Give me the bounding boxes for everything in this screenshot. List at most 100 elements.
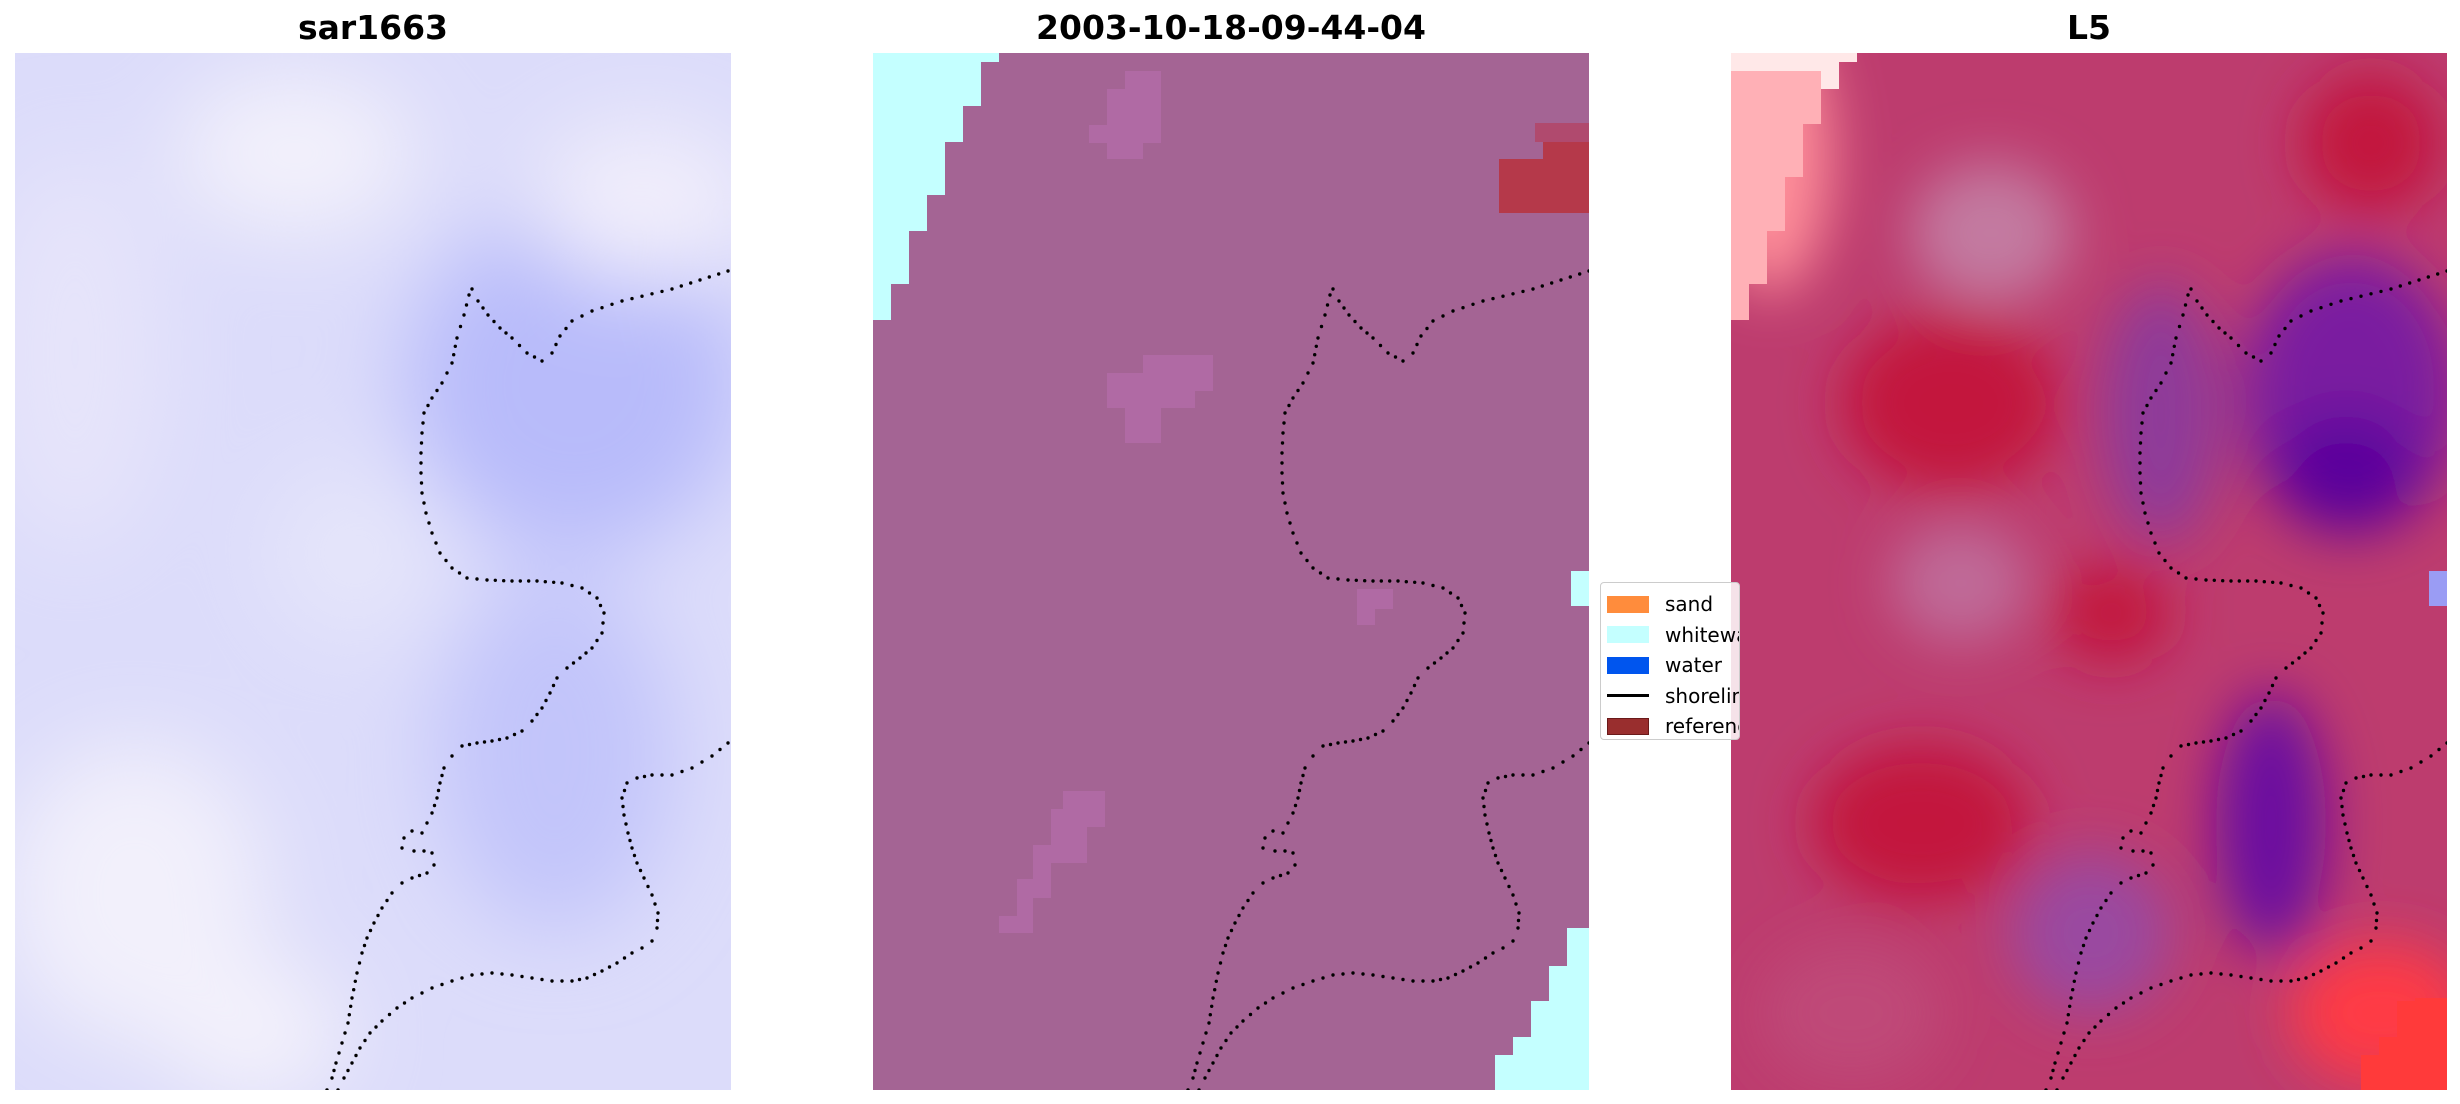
shoreline-dot [2314,638,2318,643]
shoreline-dot [1256,1006,1260,1010]
shoreline-dot [342,1076,346,1080]
shoreline-dot [2221,579,2225,583]
shoreline-dot [650,939,654,943]
shoreline-dot [600,631,604,635]
shoreline-dot [1280,471,1284,475]
shoreline-dot [435,388,439,393]
shoreline-dot [2357,868,2362,873]
shoreline-dot [1328,293,1332,297]
shoreline-dot [607,965,612,969]
shoreline-dot [1559,278,1563,282]
shoreline-dot [1541,769,1545,774]
shoreline-dot [1296,388,1300,393]
shoreline-dot [1261,881,1265,885]
shoreline-dot [1318,571,1323,575]
legend-item-reference: reference [1607,711,1739,739]
shoreline-dot [1208,1013,1212,1017]
shoreline-dot [646,884,650,889]
shoreline-dot [2303,651,2307,655]
shoreline-dot [1295,541,1299,545]
shoreline-dot [2149,986,2153,990]
shoreline-dot [1491,296,1495,301]
shoreline-dot [430,851,434,855]
shoreline-dot [558,334,562,338]
shoreline-dot [595,638,599,643]
shoreline-dot [1431,319,1435,323]
shoreline-dot [600,306,604,310]
shoreline-dot [1461,306,1465,310]
shoreline-dot [457,571,462,575]
shoreline-dot [2269,351,2273,355]
shoreline-dot [2249,719,2253,723]
shoreline-dot [2251,355,2256,359]
shoreline-dot [580,314,584,318]
shoreline-dot [660,289,664,294]
shoreline-dot [2139,991,2143,995]
shoreline-dot [337,1051,341,1055]
shoreline-dot [2321,611,2325,615]
shoreline-dot [632,853,637,858]
shoreline-dot [490,971,494,975]
shoreline-dot [2068,1004,2072,1008]
shoreline-dot [450,979,454,983]
shoreline-dot [2169,361,2173,365]
shoreline-dot [1516,918,1521,923]
shoreline-dot [450,754,454,758]
shoreline-dot [2087,928,2092,933]
shoreline-dot [467,293,471,297]
panel-title-l5: L5 [2067,8,2111,47]
shoreline-dot [368,1031,372,1035]
shoreline-dot [2072,979,2076,983]
shoreline-dot [358,1046,362,1050]
shoreline-dot [480,972,484,976]
shoreline-dot [1191,1076,1195,1080]
shoreline-dot [555,676,559,680]
shoreline-dot [2049,1076,2053,1080]
shoreline-dot [2369,893,2373,897]
shoreline-dot [2073,1053,2077,1058]
shoreline-dot [1432,661,1437,665]
shoreline-dot [590,646,594,650]
shoreline-dot [430,986,434,990]
shoreline-dot [1241,906,1245,910]
shoreline-dot [1321,744,1325,748]
shoreline-dot [2081,943,2086,948]
shoreline-dot [2229,579,2233,583]
shoreline-dot [1396,712,1400,717]
shoreline-dot [2161,766,2165,770]
shoreline-dot [2151,863,2155,867]
shoreline-dot [434,541,438,545]
shoreline-dot [2145,403,2149,408]
shoreline-dot [624,822,628,826]
shoreline-dot [1323,313,1327,317]
shoreline-dot [1311,566,1315,570]
shoreline-dot [2345,831,2349,835]
shoreline-dot [1503,876,1507,880]
shoreline-dot [2409,766,2413,770]
shoreline-dot [380,1019,384,1023]
shoreline-dot [2349,951,2353,955]
shoreline-dot [2149,851,2153,855]
shoreline-dot [1378,343,1383,348]
shoreline-dot [465,576,469,580]
shoreline-dot [1353,319,1357,324]
shoreline-dot [1489,838,1493,843]
shoreline-dot [1461,631,1465,635]
shoreline-dot [419,441,424,445]
shoreline-dot [2138,481,2143,485]
shoreline-dot [1456,638,1460,643]
shoreline-dot [2369,773,2373,777]
shoreline-dot [577,977,582,982]
shoreline-dot [2140,421,2144,425]
shoreline-dot [427,521,431,525]
shoreline-dot [412,849,416,853]
shoreline-dot [717,272,721,276]
sar-image-panel [15,53,731,1090]
shoreline-dot [2351,853,2356,858]
shoreline-dot [2079,951,2083,955]
shoreline-dot [1237,913,1241,918]
shoreline-dot [1293,863,1297,867]
shoreline-dot [2283,326,2287,331]
shoreline-dot [630,296,634,301]
shoreline-dot [2273,342,2277,347]
